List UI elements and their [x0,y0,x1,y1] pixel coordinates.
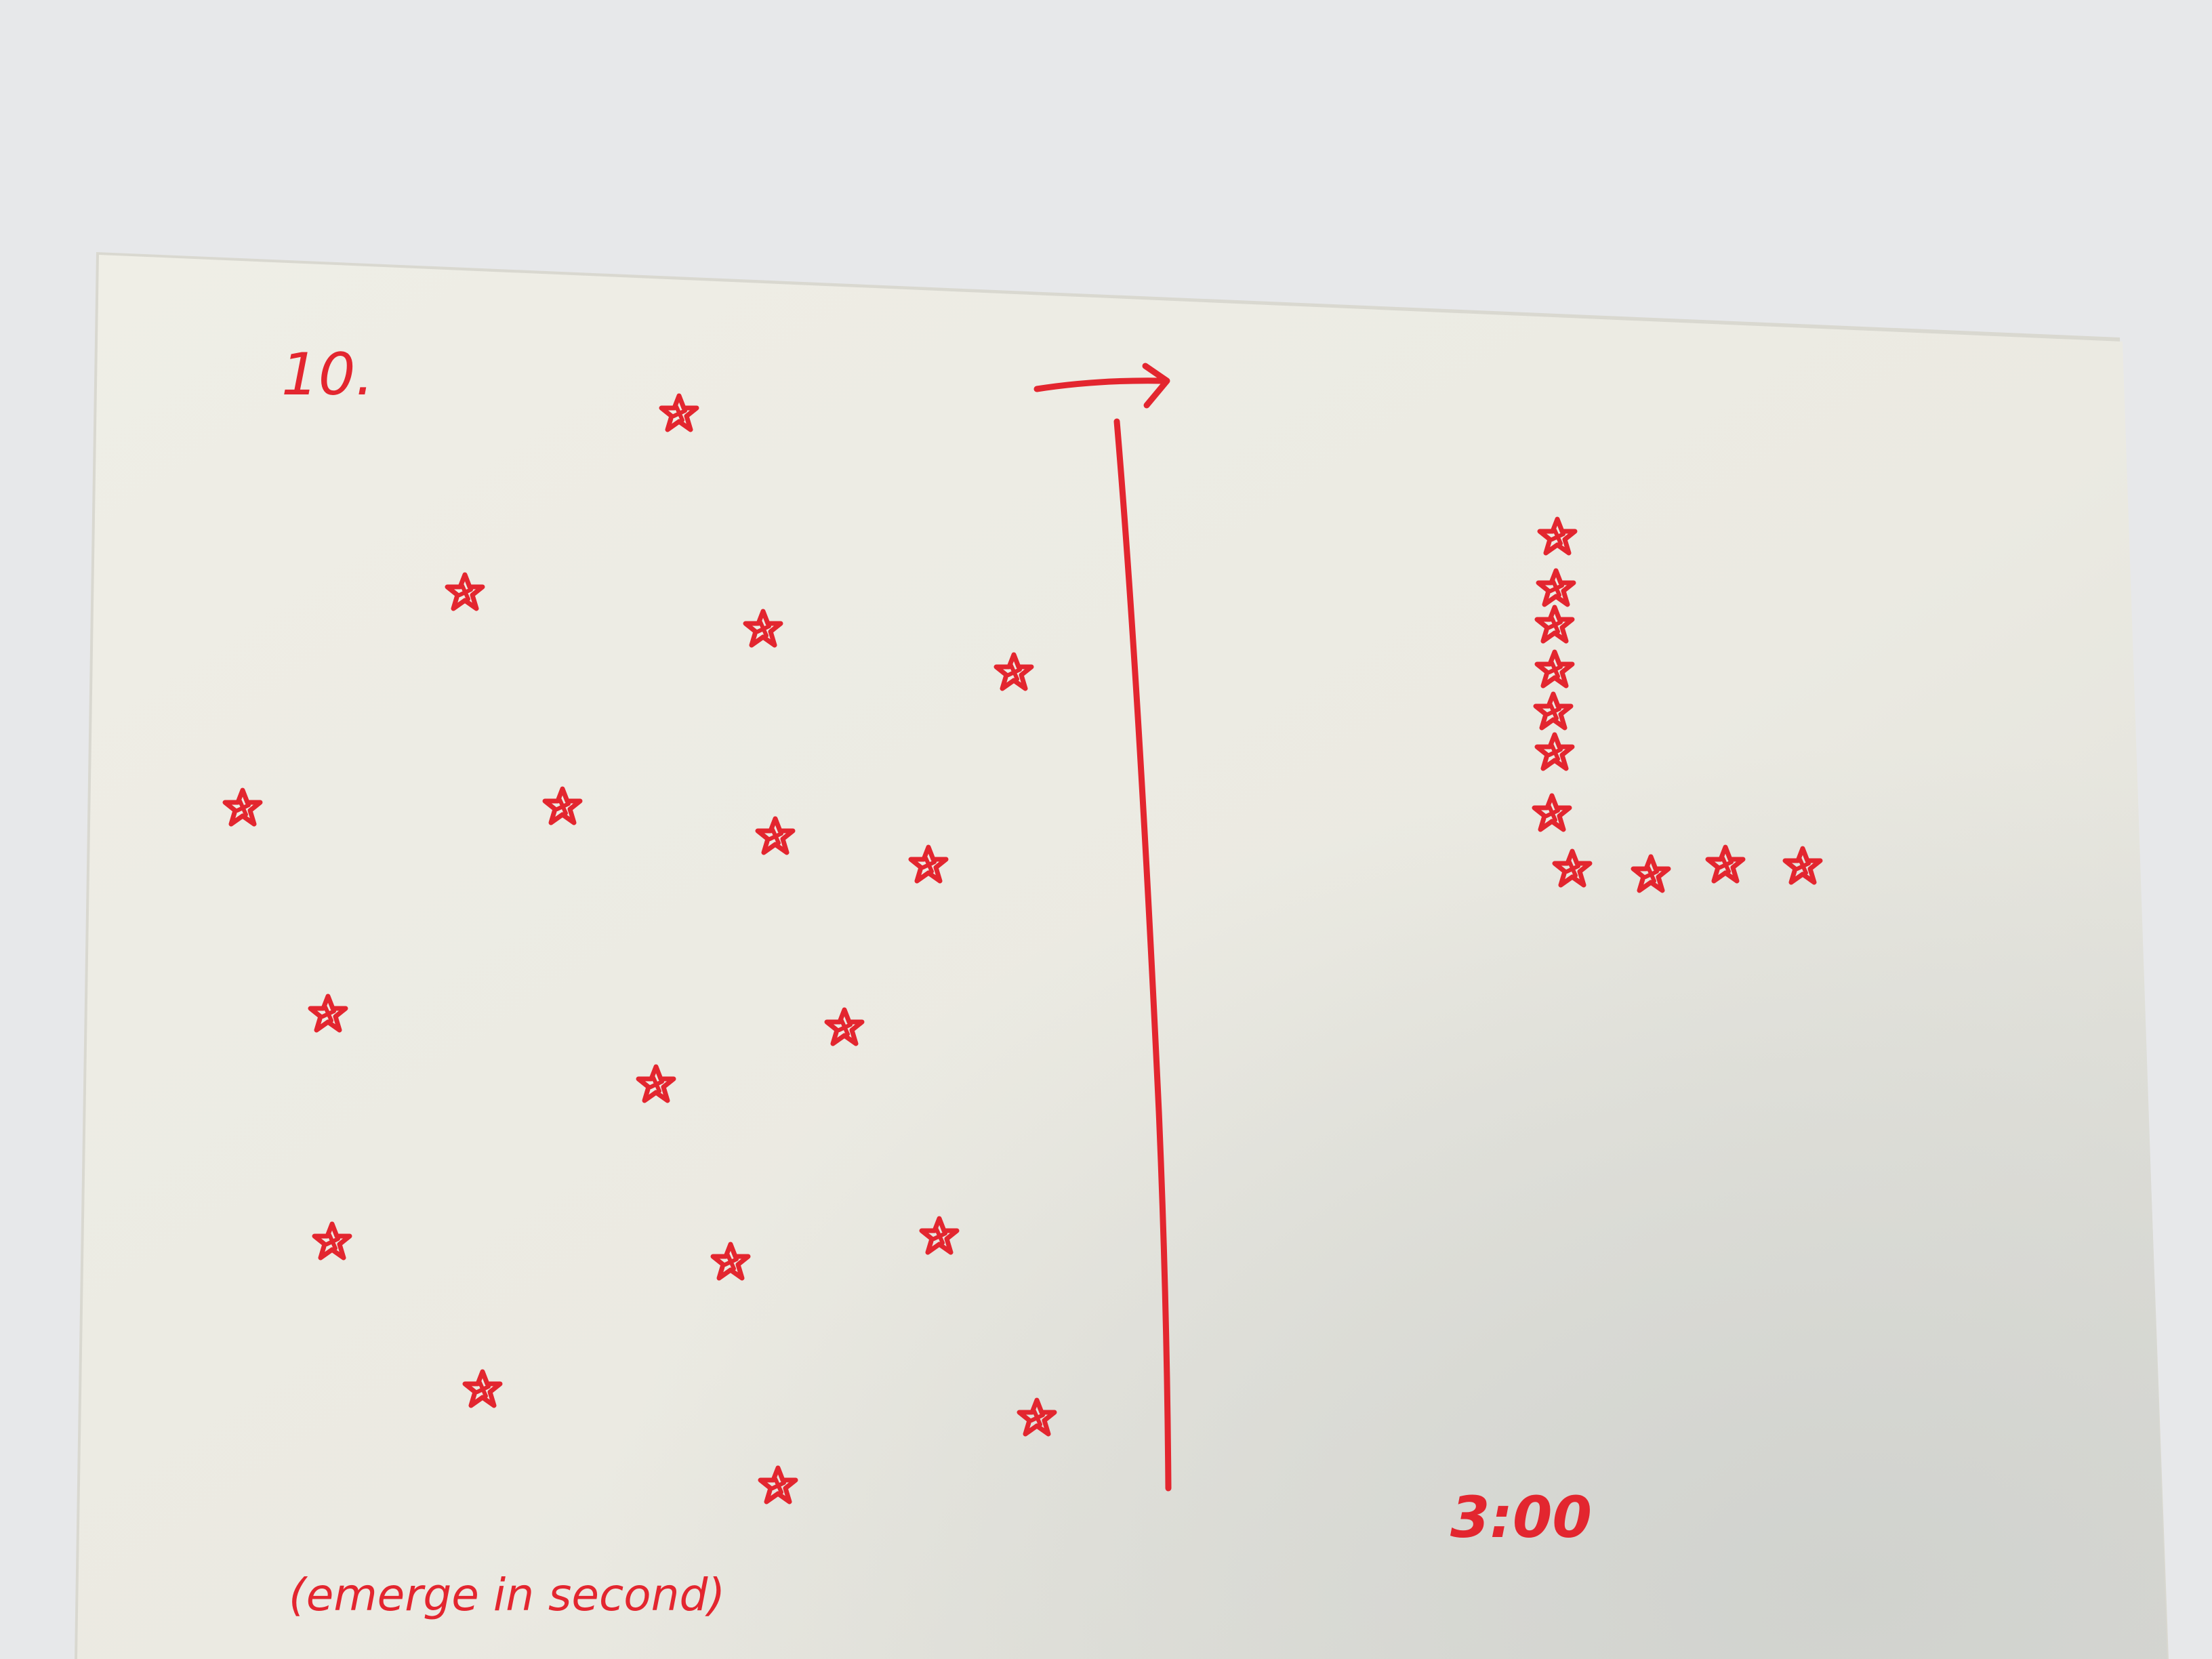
caption: (emerge in second) [289,1569,725,1621]
right-arrow-icon [1033,363,1170,409]
paper-shadow [77,255,2167,1659]
number-label: 10. [281,341,374,409]
time-label: 3:00 [1450,1484,1592,1551]
divider-line [1113,418,1172,1492]
